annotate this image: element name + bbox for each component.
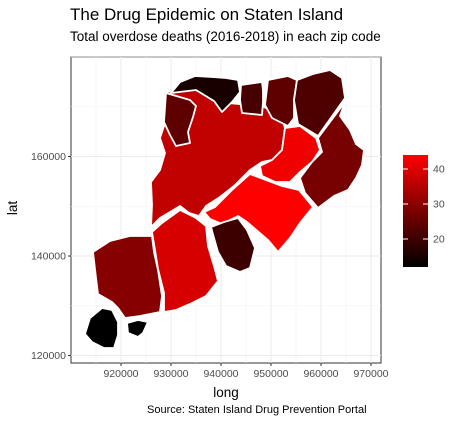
chart-title: The Drug Epidemic on Staten Island <box>70 5 344 24</box>
x-axis-label: long <box>213 385 239 400</box>
zip-region <box>210 217 256 273</box>
zip-region <box>299 101 365 209</box>
x-axis: 920000 930000 940000 950000 960000 970000 <box>103 363 389 380</box>
zip-region <box>84 307 119 349</box>
zip-region <box>151 209 219 313</box>
x-tick-label: 940000 <box>203 368 238 380</box>
legend-tick-label: 40 <box>433 164 445 176</box>
chart-subtitle: Total overdose deaths (2016-2018) in eac… <box>70 29 381 44</box>
legend-tick-label: 20 <box>433 234 445 246</box>
zip-region <box>239 81 264 116</box>
zip-regions <box>84 69 365 349</box>
zip-region <box>259 125 321 183</box>
x-tick-label: 930000 <box>153 368 188 380</box>
zip-region <box>163 92 197 147</box>
x-tick-label: 950000 <box>253 368 288 380</box>
legend-tick-label: 30 <box>433 199 445 211</box>
chart-caption: Source: Staten Island Drug Prevention Po… <box>147 404 367 416</box>
y-tick-label: 160000 <box>31 151 66 163</box>
zip-region <box>126 319 149 338</box>
y-axis-label: lat <box>5 201 20 216</box>
zip-region <box>170 75 241 113</box>
x-tick-label: 960000 <box>303 368 338 380</box>
zip-region <box>293 69 346 137</box>
zip-region <box>92 235 163 319</box>
zip-region <box>264 75 298 127</box>
y-tick-label: 140000 <box>31 251 66 263</box>
y-tick-label: 120000 <box>31 350 66 362</box>
legend-ticks: 20 30 40 <box>403 164 445 246</box>
legend-colorbar <box>403 155 428 267</box>
x-tick-label: 920000 <box>103 368 138 380</box>
y-axis: 120000 140000 160000 <box>31 151 71 362</box>
x-tick-label: 970000 <box>353 368 388 380</box>
